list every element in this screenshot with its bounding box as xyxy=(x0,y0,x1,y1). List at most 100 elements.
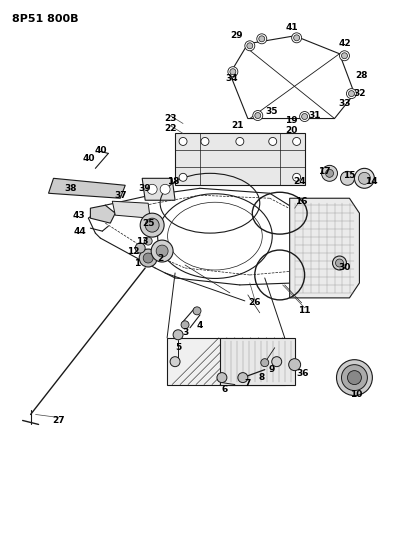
Text: 40: 40 xyxy=(82,154,95,163)
Text: 6: 6 xyxy=(222,385,228,394)
Circle shape xyxy=(261,359,269,367)
Text: 10: 10 xyxy=(350,390,363,399)
Circle shape xyxy=(201,138,209,146)
Text: 17: 17 xyxy=(318,167,331,176)
Text: 29: 29 xyxy=(231,31,243,41)
Text: 36: 36 xyxy=(296,369,309,378)
Text: 9: 9 xyxy=(268,365,275,374)
Circle shape xyxy=(294,35,299,41)
Circle shape xyxy=(301,114,308,119)
Circle shape xyxy=(181,321,189,329)
Circle shape xyxy=(336,360,373,395)
Text: 8P51 800B: 8P51 800B xyxy=(13,14,79,24)
Circle shape xyxy=(179,173,187,181)
Text: 30: 30 xyxy=(338,263,351,272)
Text: 12: 12 xyxy=(127,247,140,255)
Text: 28: 28 xyxy=(355,71,368,80)
Circle shape xyxy=(349,91,354,96)
Circle shape xyxy=(253,110,263,120)
Circle shape xyxy=(293,138,301,146)
Text: 18: 18 xyxy=(167,177,179,186)
Circle shape xyxy=(151,240,173,262)
Text: 22: 22 xyxy=(164,124,176,133)
Circle shape xyxy=(342,365,367,391)
Text: 14: 14 xyxy=(365,177,378,186)
Text: 25: 25 xyxy=(142,219,154,228)
Text: 13: 13 xyxy=(136,237,149,246)
Polygon shape xyxy=(48,179,125,198)
Text: 31: 31 xyxy=(309,111,321,120)
Circle shape xyxy=(217,373,227,383)
Polygon shape xyxy=(112,201,150,218)
Circle shape xyxy=(269,138,277,146)
Circle shape xyxy=(354,168,375,188)
Text: 27: 27 xyxy=(52,416,65,425)
Text: 7: 7 xyxy=(244,379,251,388)
Circle shape xyxy=(342,53,347,59)
Circle shape xyxy=(140,213,164,237)
Polygon shape xyxy=(175,133,305,185)
Text: 23: 23 xyxy=(164,114,176,123)
Polygon shape xyxy=(220,338,295,385)
Text: 34: 34 xyxy=(226,74,238,83)
Circle shape xyxy=(245,41,255,51)
Circle shape xyxy=(336,259,343,267)
Circle shape xyxy=(292,33,301,43)
Circle shape xyxy=(156,245,168,257)
Circle shape xyxy=(139,249,157,267)
Text: 41: 41 xyxy=(285,23,298,33)
Circle shape xyxy=(289,359,301,370)
Text: 26: 26 xyxy=(248,298,261,308)
Circle shape xyxy=(170,357,180,367)
Circle shape xyxy=(257,34,267,44)
Circle shape xyxy=(299,111,310,122)
Circle shape xyxy=(347,370,362,385)
Circle shape xyxy=(272,357,282,367)
Circle shape xyxy=(173,330,183,340)
Circle shape xyxy=(340,51,349,61)
Text: 32: 32 xyxy=(353,89,365,98)
Text: 44: 44 xyxy=(74,227,87,236)
Circle shape xyxy=(230,69,236,75)
Circle shape xyxy=(340,171,354,185)
Circle shape xyxy=(193,307,201,315)
Circle shape xyxy=(160,184,170,194)
Circle shape xyxy=(247,43,253,49)
Text: 35: 35 xyxy=(266,107,278,116)
Polygon shape xyxy=(142,179,175,200)
Circle shape xyxy=(259,36,265,42)
Circle shape xyxy=(325,169,334,177)
Circle shape xyxy=(238,373,248,383)
Circle shape xyxy=(332,256,347,270)
Polygon shape xyxy=(90,205,115,223)
Circle shape xyxy=(143,253,153,263)
Text: 20: 20 xyxy=(285,126,298,135)
Circle shape xyxy=(228,67,238,77)
Text: 40: 40 xyxy=(94,146,107,155)
Text: 39: 39 xyxy=(139,184,151,193)
Text: 16: 16 xyxy=(296,197,308,206)
Polygon shape xyxy=(167,338,285,385)
Circle shape xyxy=(358,172,370,184)
Text: 15: 15 xyxy=(343,171,356,180)
Text: 1: 1 xyxy=(134,259,140,268)
Text: 3: 3 xyxy=(182,328,188,337)
Text: 8: 8 xyxy=(259,373,265,382)
Text: 24: 24 xyxy=(293,177,306,186)
Text: 11: 11 xyxy=(298,306,311,316)
Circle shape xyxy=(147,184,157,194)
Circle shape xyxy=(145,218,159,232)
Text: 38: 38 xyxy=(64,184,77,193)
Text: 5: 5 xyxy=(175,343,181,352)
Circle shape xyxy=(293,173,301,181)
Text: 33: 33 xyxy=(338,99,351,108)
Text: 43: 43 xyxy=(72,211,85,220)
Circle shape xyxy=(347,88,356,99)
Text: 2: 2 xyxy=(157,254,163,263)
Circle shape xyxy=(144,237,152,245)
Circle shape xyxy=(255,112,261,118)
Circle shape xyxy=(135,243,145,253)
Text: 4: 4 xyxy=(197,321,203,330)
Circle shape xyxy=(179,138,187,146)
Polygon shape xyxy=(290,198,360,298)
